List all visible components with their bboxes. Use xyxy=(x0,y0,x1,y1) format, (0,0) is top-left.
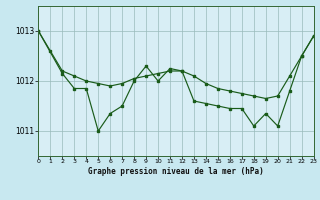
X-axis label: Graphe pression niveau de la mer (hPa): Graphe pression niveau de la mer (hPa) xyxy=(88,167,264,176)
